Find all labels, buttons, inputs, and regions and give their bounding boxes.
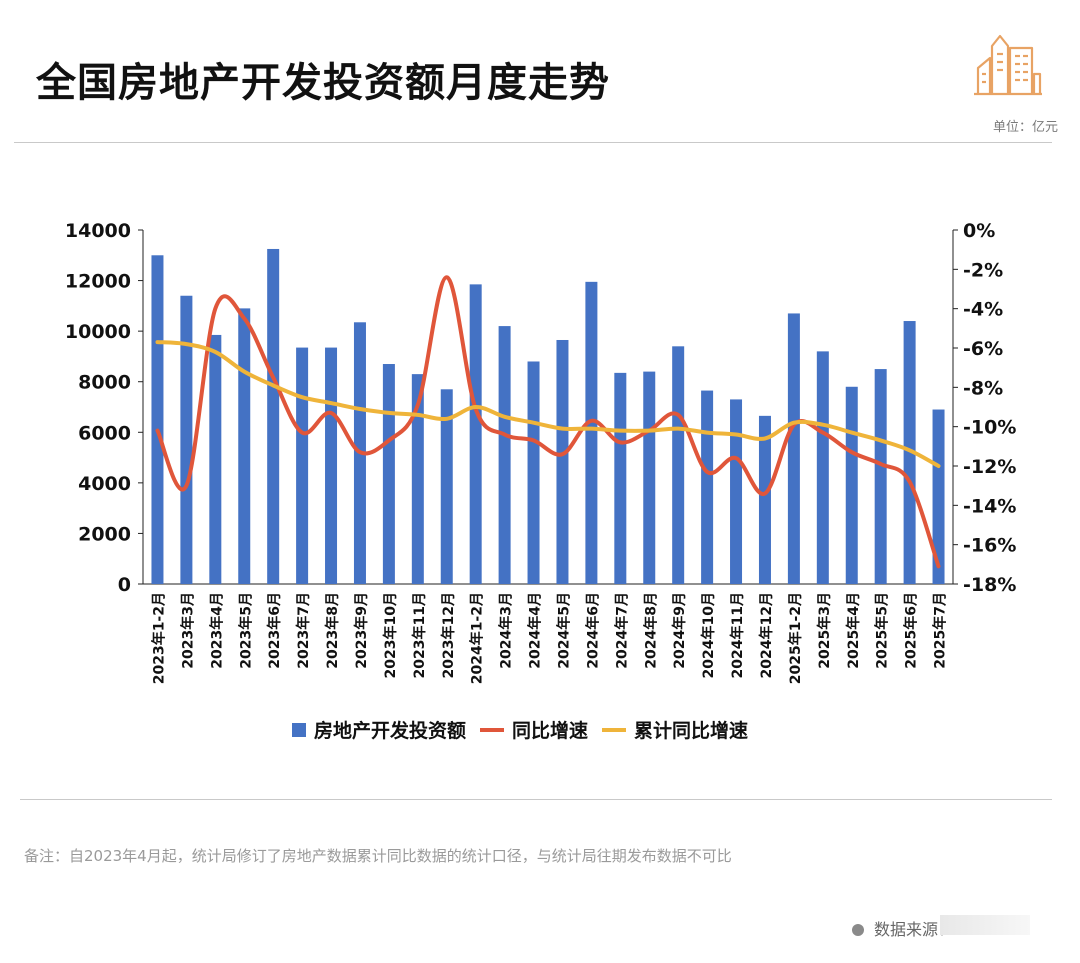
x-tick-label: 2024年6月 [584,592,601,669]
x-tick-label: 2023年3月 [179,592,196,669]
bar [932,409,945,584]
bar [701,390,714,584]
left-tick-label: 4000 [78,473,131,495]
bar [296,347,309,584]
x-tick-label: 2025年5月 [874,592,891,669]
bar [440,389,453,584]
bar [903,321,916,584]
bar [411,374,424,584]
bar [874,369,887,584]
x-tick-label: 2024年8月 [642,592,659,669]
x-tick-label: 2023年7月 [295,592,312,669]
x-tick-label: 2023年9月 [353,592,370,669]
bottom-divider [20,799,1052,800]
right-tick-label: -8% [963,377,1003,399]
bullet-icon [851,924,864,936]
footnote: 备注：自2023年4月起，统计局修订了房地产数据累计同比数据的统计口径，与统计局… [24,847,732,865]
x-tick-label: 2025年4月 [845,592,862,669]
right-tick-label: -12% [963,456,1016,478]
x-tick-label: 2024年4月 [527,592,544,669]
x-tick-label: 2024年12月 [758,592,775,678]
x-tick-label: 2023年8月 [324,592,341,669]
x-tick-label: 2024年9月 [671,592,688,669]
left-tick-label: 14000 [65,220,131,242]
bar [151,255,164,585]
legend-label: 房地产开发投资额 [314,719,466,742]
data-source-label: 数据来源： [873,920,954,939]
left-tick-label: 0 [118,574,131,596]
bar [730,399,743,584]
bar [585,281,598,584]
data-source: 数据来源： [851,916,954,940]
right-tick-label: -6% [963,338,1003,360]
left-tick-label: 10000 [65,321,131,343]
top-divider [14,142,1052,143]
bar [180,295,193,584]
x-tick-label: 2023年11月 [411,592,428,678]
x-tick-label: 2025年6月 [903,592,920,669]
legend-label: 累计同比增速 [634,719,748,742]
investment-chart: 0 2000 4000 6000 8000 10000 12000 14000 0% -2% -4%… [65,220,1016,742]
right-tick-label: -16% [963,535,1016,557]
x-tick-label: 2023年1-2月 [150,592,167,684]
x-tick-label: 2024年10月 [700,592,717,678]
x-tick-label: 2024年11月 [729,592,746,678]
x-tick-label: 2023年4月 [208,592,225,669]
bar [845,386,858,584]
bar [382,364,395,584]
building-logo-icon [974,34,1042,96]
left-tick-label: 8000 [78,372,131,394]
x-tick-label: 2025年7月 [932,592,949,669]
bar [787,313,800,584]
right-tick-label: -14% [963,495,1016,517]
x-tick-label: 2023年10月 [382,592,399,678]
x-tick-label: 2024年3月 [498,592,515,669]
page-title: 全国房地产开发投资额月度走势 [36,60,610,106]
right-tick-label: -10% [963,417,1016,439]
left-tick-label: 12000 [65,271,131,293]
bar [816,351,829,584]
right-tick-label: -4% [963,299,1003,321]
right-tick-label: -18% [963,574,1016,596]
x-tick-label: 2024年5月 [555,592,572,669]
bar [238,308,251,584]
x-tick-label: 2023年5月 [237,592,254,669]
bar [614,372,627,584]
bar [498,326,511,584]
bar [527,361,540,584]
right-tick-label: -2% [963,259,1003,281]
bar [209,334,222,584]
unit-label: 单位：亿元 [992,120,1058,135]
bar [267,248,280,584]
bar [325,347,338,584]
x-tick-label: 2025年3月 [816,592,833,669]
bar [556,339,569,584]
x-tick-label: 2024年1-2月 [469,592,486,684]
bar [672,346,685,584]
left-tick-label: 2000 [78,523,131,545]
bar [643,371,656,584]
redacted-source [940,915,1030,935]
x-tick-label: 2025年1-2月 [787,592,804,684]
right-tick-label: 0% [963,220,995,242]
x-tick-label: 2024年7月 [613,592,630,669]
legend-swatch-bar [292,723,306,737]
x-tick-label: 2023年12月 [440,592,457,678]
cumulative-growth-line [155,340,941,468]
legend-label: 同比增速 [512,719,588,742]
x-tick-label: 2023年6月 [266,592,283,669]
bar [469,284,482,584]
bar [758,415,771,584]
left-tick-label: 6000 [78,422,131,444]
